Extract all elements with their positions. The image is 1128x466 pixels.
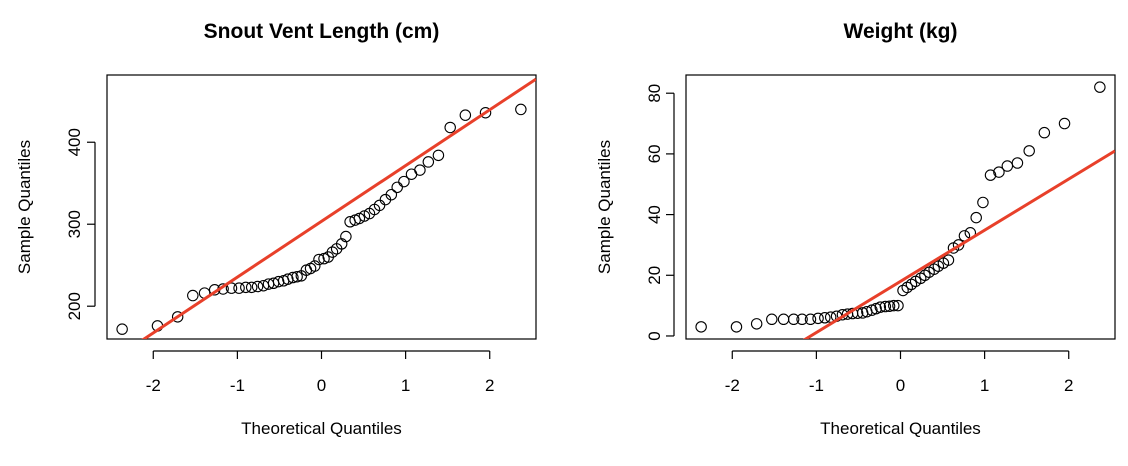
chart-2-y-tick-label: 0 — [645, 331, 664, 340]
chart-1-data-point — [459, 109, 472, 121]
chart-2-plot-frame — [685, 74, 1116, 340]
chart-1-data-point — [479, 106, 492, 119]
chart-1-y-axis-label: Sample Quantiles — [15, 140, 34, 274]
chart-1-data-point — [414, 164, 426, 176]
chart-1-y-tick-label: 300 — [65, 210, 84, 238]
chart-1-x-tick-label: 1 — [401, 376, 410, 395]
chart-1-data-point — [432, 149, 445, 162]
chart-2-data-point — [1023, 145, 1035, 157]
chart-2-data-point — [777, 313, 790, 326]
chart-1-data-point — [391, 181, 403, 194]
chart-1-data-point — [240, 281, 252, 294]
chart-1-data-point — [373, 199, 386, 212]
chart-2-data-point — [883, 300, 896, 312]
chart-2-data-point — [730, 321, 743, 333]
chart-2-data-point — [695, 321, 707, 333]
chart-2-y-tick-label: 80 — [645, 84, 664, 103]
chart-1-x-tick-label: -1 — [230, 376, 245, 395]
chart-2-data-point — [892, 299, 904, 312]
chart-1-data-point — [287, 271, 299, 284]
chart-1-x-tick-label: 0 — [317, 376, 326, 395]
chart-1-data-point — [422, 156, 435, 168]
chart-2-x-tick-label: -1 — [809, 376, 824, 395]
chart-1-data-point — [171, 311, 184, 323]
chart-2-y-axis-label: Sample Quantiles — [595, 140, 614, 274]
chart-1-data-point — [187, 289, 199, 302]
chart-2-points-group — [695, 81, 1106, 333]
chart-2-data-point — [796, 313, 808, 326]
chart-2-data-point — [1011, 157, 1024, 169]
chart-1-data-point — [225, 282, 238, 294]
chart-1-data-point — [309, 260, 321, 272]
chart-2-reference-line-group — [802, 149, 1115, 339]
chart-2-x-tick-label: -2 — [725, 376, 740, 395]
chart-1-points-group — [116, 103, 527, 335]
chart-1-x-tick-label: 2 — [485, 376, 494, 395]
chart-1-group: Snout Vent Length (cm) Theoretical Quanti… — [15, 20, 537, 438]
chart-1-plot-frame — [106, 74, 537, 340]
chart-2-data-point — [1094, 81, 1106, 93]
chart-1-data-point — [116, 323, 128, 335]
chart-1-y-tick-label: 200 — [65, 292, 84, 320]
chart-1-data-point — [515, 103, 527, 116]
chart-2-data-point — [942, 254, 955, 266]
chart-2-title: Weight (kg) — [844, 20, 958, 43]
chart-1-x-axis-label: Theoretical Quantiles — [241, 419, 402, 438]
chart-2-reference-line — [802, 149, 1115, 339]
chart-2-x-tick-label: 0 — [896, 376, 905, 395]
chart-1-data-point — [245, 281, 258, 294]
chart-2-data-point — [750, 318, 763, 330]
chart-2-x-tick-label: 2 — [1064, 376, 1073, 395]
chart-2-data-point — [888, 299, 900, 312]
chart-2-data-point — [879, 300, 892, 313]
chart-2-data-point — [819, 312, 831, 324]
chart-2-y-tick-label: 20 — [645, 266, 664, 285]
chart-1-data-point — [233, 282, 245, 294]
chart-1-data-point — [385, 188, 398, 201]
chart-2-data-point — [874, 301, 887, 313]
chart-1-title: Snout Vent Length (cm) — [204, 20, 440, 43]
chart-2-data-point — [993, 166, 1005, 178]
chart-1-data-point — [251, 280, 264, 293]
chart-1-data-point — [340, 230, 352, 243]
chart-2-data-point — [1058, 117, 1071, 130]
chart-1-x-tick-label: -2 — [146, 376, 161, 395]
chart-2-data-point — [970, 211, 982, 224]
chart-2-data-point — [804, 313, 817, 326]
chart-1-reference-line-group — [141, 77, 536, 339]
chart-2-data-point — [977, 196, 989, 209]
chart-2-data-point — [984, 169, 997, 181]
chart-2-data-point — [952, 239, 965, 251]
chart-1-reference-line — [141, 77, 536, 339]
chart-2-y-tick-label: 40 — [645, 205, 664, 224]
chart-2-x-axis-label: Theoretical Quantiles — [820, 419, 981, 438]
chart-2-data-point — [812, 312, 824, 325]
chart-1-data-point — [326, 246, 339, 258]
chart-1-data-point — [444, 121, 456, 134]
chart-1-data-point — [291, 270, 303, 283]
chart-2-data-point — [1038, 126, 1051, 139]
chart-1-y-tick-label: 400 — [65, 128, 84, 156]
chart-2-data-point — [787, 313, 800, 326]
chart-2-x-tick-label: 1 — [980, 376, 989, 395]
chart-1-data-point — [398, 175, 410, 188]
chart-2-y-tick-label: 60 — [645, 144, 664, 163]
chart-2-group: Weight (kg) Theoretical Quantiles Sample Q… — [595, 20, 1116, 438]
chart-2-data-point — [766, 313, 778, 326]
chart-2-data-point — [1001, 160, 1014, 172]
